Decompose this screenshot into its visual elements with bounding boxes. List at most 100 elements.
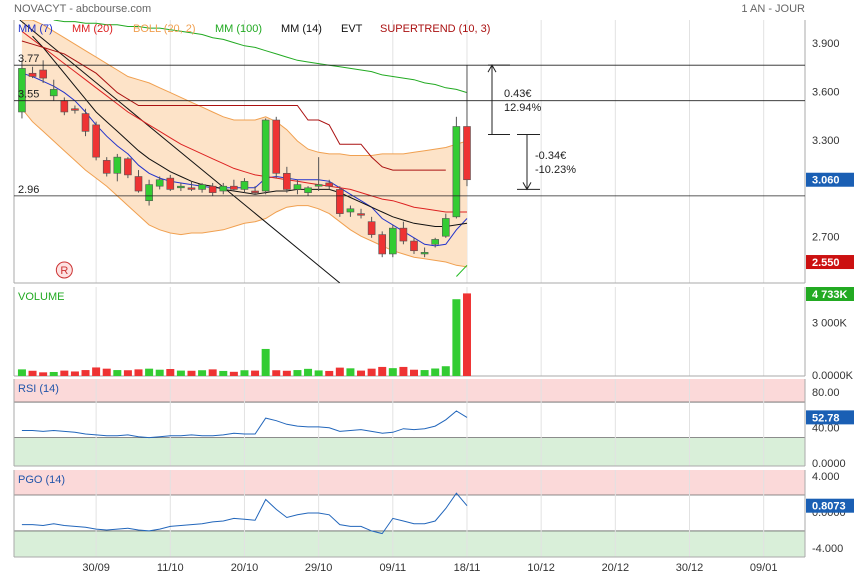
- volume-bar: [81, 370, 90, 376]
- volume-bar: [462, 293, 471, 376]
- candle-body: [325, 182, 334, 187]
- candle-body: [71, 108, 79, 111]
- indicator-line: [21, 30, 467, 213]
- candle-body: [261, 119, 270, 192]
- y-tick-label: 4.000: [812, 471, 840, 483]
- panel-title: VOLUME: [18, 291, 64, 303]
- volume-bar: [441, 366, 450, 376]
- volume-bar: [60, 370, 69, 376]
- candle-body: [367, 221, 376, 235]
- candle-body: [431, 239, 439, 245]
- volume-bar: [388, 368, 397, 376]
- x-tick-label: 18/11: [454, 562, 481, 574]
- volume-bar: [219, 370, 228, 376]
- value-marker-label: 2.550: [812, 257, 840, 269]
- x-tick-label: 29/10: [305, 562, 333, 574]
- overbought-zone: [14, 470, 805, 495]
- legend-entry: MM (7): [18, 23, 53, 35]
- volume-bar: [134, 369, 143, 376]
- indicator-line: [53, 20, 468, 94]
- volume-bar: [49, 371, 58, 376]
- volume-bar: [17, 369, 26, 376]
- value-marker: [806, 410, 854, 425]
- candle-body: [102, 160, 111, 174]
- measure-label: 12.94%: [504, 102, 542, 114]
- volume-bar: [346, 368, 355, 376]
- oversold-zone: [14, 530, 805, 557]
- volume-bar: [282, 370, 291, 376]
- y-tick-label: 3.300: [812, 135, 840, 147]
- volume-bar: [155, 369, 164, 376]
- legend-entry: MM (20): [72, 23, 113, 35]
- volume-bar: [378, 366, 387, 376]
- y-tick-label: 0.0000: [812, 458, 846, 470]
- oversold-zone: [14, 437, 805, 466]
- horizontal-line-label: 2.96: [18, 184, 39, 196]
- candle-body: [28, 72, 37, 77]
- candle-body: [410, 240, 418, 252]
- panel-title: PGO (14): [18, 474, 65, 486]
- volume-bar: [123, 370, 132, 376]
- volume-bar: [240, 370, 249, 376]
- volume-bar: [145, 368, 154, 376]
- indicator-line: [21, 40, 446, 171]
- event-marker: [55, 261, 73, 279]
- volume-bar: [251, 370, 260, 376]
- measure-label: -0.34€: [535, 150, 566, 162]
- candle-body: [219, 185, 228, 192]
- volume-bar: [335, 367, 344, 376]
- candle-body: [187, 187, 196, 190]
- volume-bar: [367, 368, 376, 376]
- overbought-zone: [14, 379, 805, 403]
- x-tick-label: 10/12: [527, 562, 555, 574]
- value-marker: [806, 287, 854, 301]
- candle-body: [283, 172, 291, 190]
- volume-bar: [198, 370, 207, 376]
- volume-bar: [39, 372, 48, 376]
- measure-arrow: [487, 64, 497, 73]
- event-label: R: [60, 265, 68, 277]
- volume-bar: [357, 370, 366, 376]
- indicator-line: [21, 410, 468, 439]
- candle-body: [113, 156, 122, 174]
- x-tick-label: 30/12: [676, 562, 704, 574]
- value-marker: [806, 498, 854, 513]
- candle-body: [155, 179, 164, 187]
- x-tick-label: 20/10: [231, 562, 259, 574]
- measure-label: -10.23%: [535, 164, 576, 176]
- indicator-line: [21, 492, 468, 535]
- volume-bar: [431, 368, 440, 376]
- x-tick-label: 09/01: [750, 562, 778, 574]
- candle-body: [177, 185, 185, 189]
- candle-body: [293, 184, 302, 190]
- header-title: NOVACYT - abcbourse.com: [14, 3, 151, 15]
- candle-body: [441, 218, 450, 237]
- volume-bar: [304, 368, 313, 376]
- panel-title: RSI (14): [18, 383, 59, 395]
- volume-bar: [229, 371, 238, 376]
- legend-entry: BOLL (20, 2): [133, 23, 196, 35]
- volume-bar: [113, 370, 122, 376]
- candle-body: [39, 69, 47, 79]
- y-tick-label: 80.00: [812, 387, 840, 399]
- value-marker-label: 52.78: [812, 412, 840, 424]
- candle-body: [240, 181, 249, 190]
- candle-body: [134, 176, 143, 192]
- volume-bar: [293, 370, 302, 376]
- value-marker-label: 3.060: [812, 175, 840, 187]
- x-tick-label: 20/12: [602, 562, 630, 574]
- candle-body: [336, 189, 344, 214]
- candle-body: [18, 68, 26, 113]
- boll-band-fill: [21, 20, 468, 267]
- measure-arrow: [522, 182, 532, 191]
- horizontal-line-label: 3.77: [18, 53, 39, 65]
- volume-bar: [314, 370, 323, 376]
- candle-body: [399, 227, 408, 242]
- legend-entry: EVT: [341, 23, 363, 35]
- volume-bar: [102, 368, 111, 376]
- candle-body: [420, 252, 429, 255]
- candle-body: [92, 124, 100, 158]
- legend-entry: MM (100): [215, 23, 262, 35]
